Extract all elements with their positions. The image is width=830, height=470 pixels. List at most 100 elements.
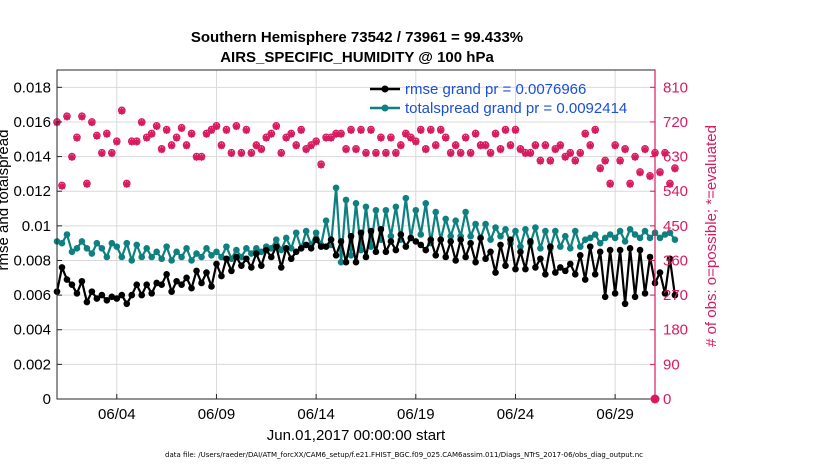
obs-evaluated-marker [198,153,206,161]
y2-tick-label: 270 [663,287,688,304]
totalspread-point [532,224,539,231]
totalspread-point [447,232,454,240]
y2-axis-label: # of obs: o=possible; *=evaluated [703,125,720,347]
x-tick-label: 06/09 [198,406,236,423]
obs-evaluated-stroke [502,127,509,134]
obs-evaluated-stroke [407,134,414,142]
totalspread-point [78,238,86,245]
obs-evaluated-marker [222,126,230,134]
obs-evaluated-marker [108,150,116,158]
obs-evaluated-stroke [626,181,634,188]
obs-evaluated-stroke [522,150,529,157]
rmse-point [203,269,210,276]
rmse-point [586,243,594,250]
obs-evaluated-stroke [307,142,315,149]
obs-evaluated-marker [93,132,101,140]
totalspread-point [522,226,529,233]
rmse-point [312,236,320,243]
totalspread-point [641,227,649,235]
y-tick-label: 0.006 [13,287,51,304]
obs-evaluated-stroke [178,125,185,132]
rmse-point [153,279,160,287]
legend-rmse-label: rmse grand pr = 0.0076966 [405,81,586,98]
obs-evaluated-marker [551,146,559,154]
rmse-point [492,269,499,276]
totalspread-point [233,246,240,254]
totalspread-point [352,200,360,207]
obs-evaluated-marker [73,134,81,142]
obs-evaluated-marker [646,173,654,181]
obs-evaluated-stroke [397,142,405,149]
obs-evaluated-marker [357,126,365,134]
rmse-point [337,238,345,245]
obs-evaluated-marker [173,134,181,142]
obs-evaluated-marker [203,130,210,138]
obs-evaluated-stroke [108,150,115,157]
totalspread-point [621,238,629,245]
obs-evaluated-stroke [303,146,310,153]
rmse-point [248,264,255,271]
totalspread-point [108,239,116,247]
rmse-point [332,251,340,259]
x-axis-label: Jun.01,2017 00:00:00 start [267,427,446,444]
totalspread-point [282,234,290,242]
obs-evaluated-stroke [452,142,459,149]
rmse-point [626,245,634,252]
y2-tick-label: 450 [663,218,688,235]
legend-rmse-marker [381,85,389,93]
rmse-point [422,246,430,254]
obs-evaluated-stroke [567,150,574,157]
obs-evaluated-stroke [283,134,290,142]
rmse-point [98,291,106,299]
obs-evaluated-marker [422,146,430,154]
obs-evaluated-marker [342,146,350,154]
obs-evaluated-stroke [93,133,101,140]
obs-evaluated-stroke [168,142,175,149]
rmse-point [317,243,325,250]
obs-evaluated-stroke [312,138,320,146]
obs-evaluated-stroke [482,142,489,149]
rmse-point [442,253,450,261]
y-tick-label: 0 [43,391,51,408]
obs-evaluated-stroke [666,181,674,188]
rmse-point [263,246,270,254]
obs-evaluated-stroke [213,123,220,130]
totalspread-point [571,227,579,235]
rmse-point [63,276,71,283]
totalspread-point [332,184,340,192]
obs-evaluated-stroke [118,108,125,115]
rmse-point [581,276,589,283]
obs-evaluated-stroke [342,146,350,153]
rmse-point [611,290,619,297]
obs-evaluated-marker [506,142,514,150]
totalspread-point [243,245,250,252]
rmse-point [302,241,310,249]
rmse-point [641,290,649,297]
obs-evaluated-marker [526,150,534,158]
totalspread-point [542,227,549,235]
totalspread-point [68,248,76,256]
obs-evaluated-stroke [587,142,594,149]
rmse-point [477,234,484,242]
obs-evaluated-marker [457,150,465,158]
rmse-point [537,255,544,263]
obs-evaluated-marker [247,150,255,158]
obs-evaluated-marker [571,157,579,165]
obs-evaluated-stroke [597,165,604,173]
totalspread-point [287,245,295,252]
obs-evaluated-marker [472,130,480,138]
y2-tick-label: 810 [663,79,688,96]
obs-evaluated-stroke [616,158,624,165]
obs-evaluated-marker [661,150,669,158]
rmse-point [253,250,260,257]
rmse-point [462,253,469,261]
obs-evaluated-marker [437,126,445,134]
rmse-point [362,253,370,261]
legend: rmse grand pr = 0.0076966 totalspread gr… [370,81,627,117]
totalspread-point [626,226,634,233]
legend-totalspread-label: totalspread grand pr = 0.0092414 [405,100,627,117]
obs-evaluated-marker [337,130,345,138]
obs-evaluated-marker [377,134,385,142]
footnote: data file: /Users/raeder/DAI/ATM_forcXX/… [165,451,643,459]
